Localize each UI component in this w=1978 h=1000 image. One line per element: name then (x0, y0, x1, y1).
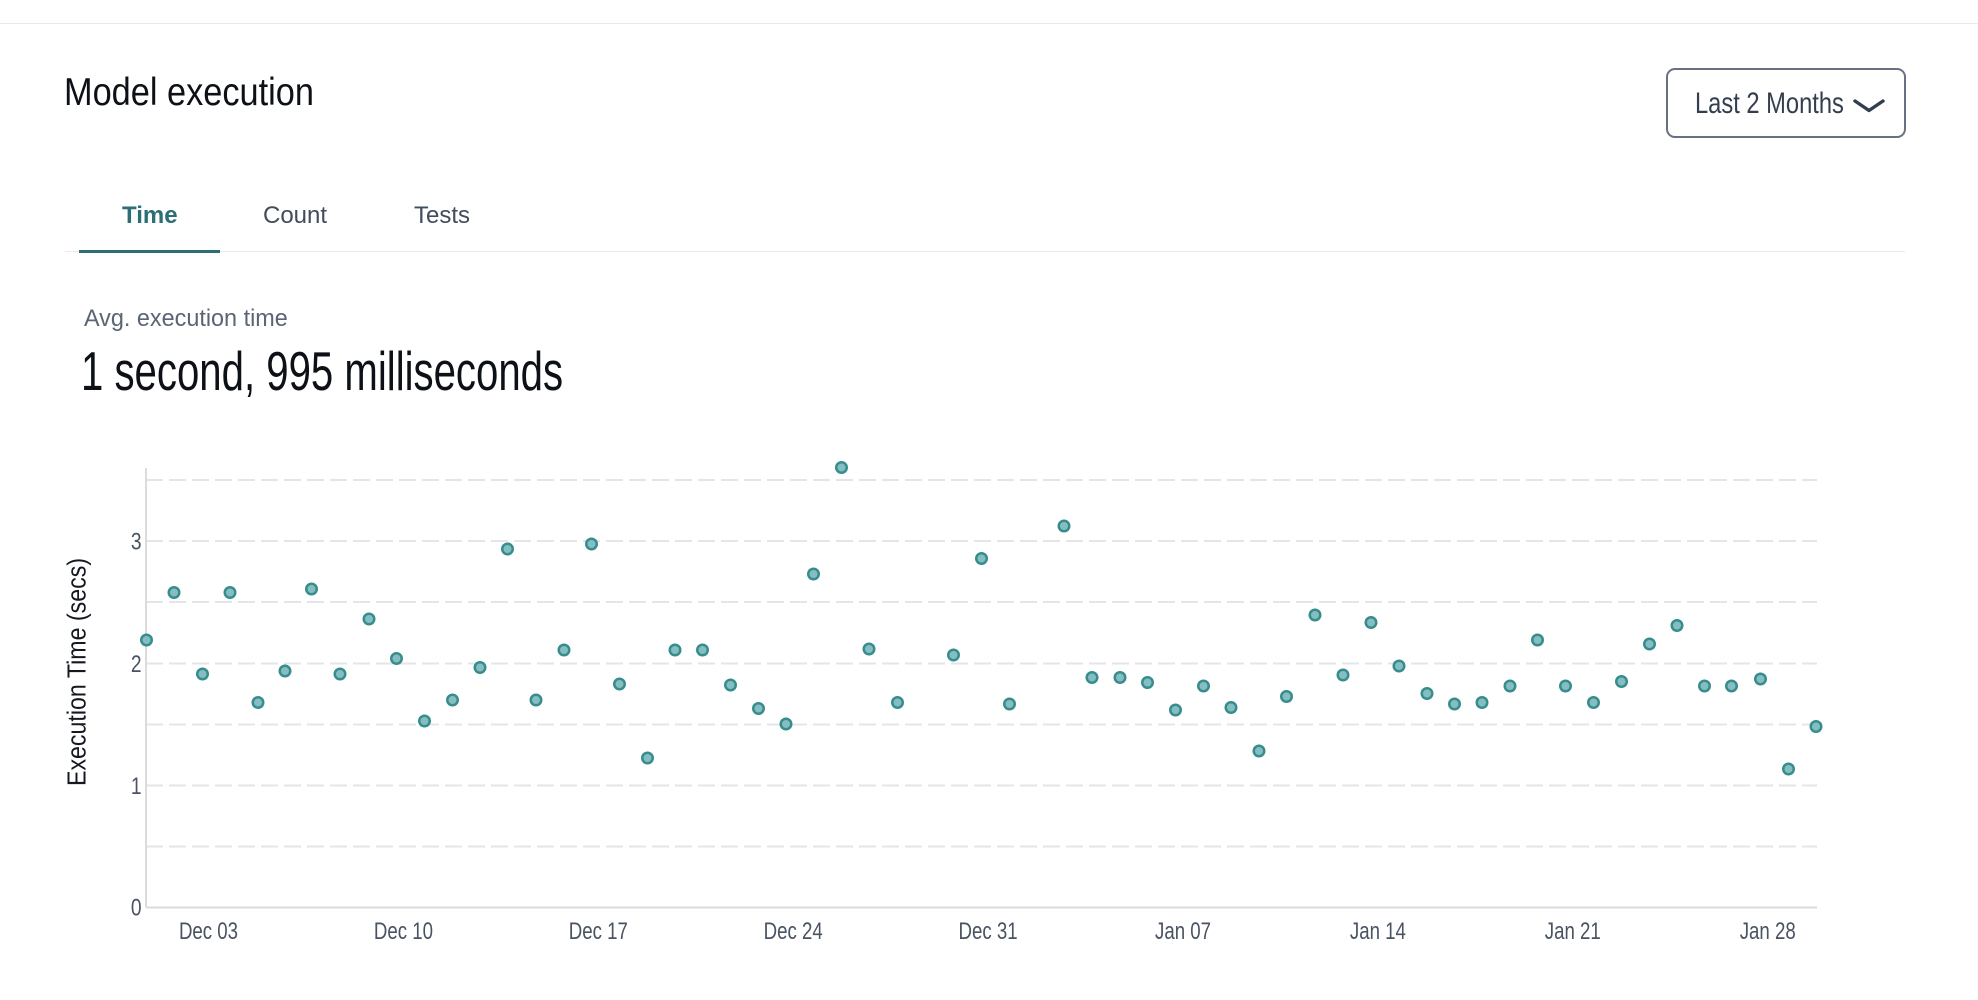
svg-text:Jan 14: Jan 14 (1350, 917, 1406, 945)
svg-text:Dec 10: Dec 10 (374, 917, 433, 945)
svg-text:1: 1 (131, 772, 142, 800)
svg-text:0: 0 (131, 893, 142, 921)
svg-text:Dec 24: Dec 24 (764, 917, 823, 945)
svg-text:Dec 03: Dec 03 (179, 917, 238, 945)
svg-text:3: 3 (131, 527, 142, 555)
svg-text:2: 2 (131, 650, 142, 678)
svg-text:Jan 07: Jan 07 (1155, 917, 1211, 945)
svg-text:Jan 21: Jan 21 (1545, 917, 1601, 945)
svg-text:Execution Time (secs): Execution Time (secs) (64, 558, 92, 786)
svg-text:Dec 17: Dec 17 (569, 917, 628, 945)
svg-text:Jan 28: Jan 28 (1740, 917, 1796, 945)
svg-text:Dec 31: Dec 31 (959, 917, 1018, 945)
